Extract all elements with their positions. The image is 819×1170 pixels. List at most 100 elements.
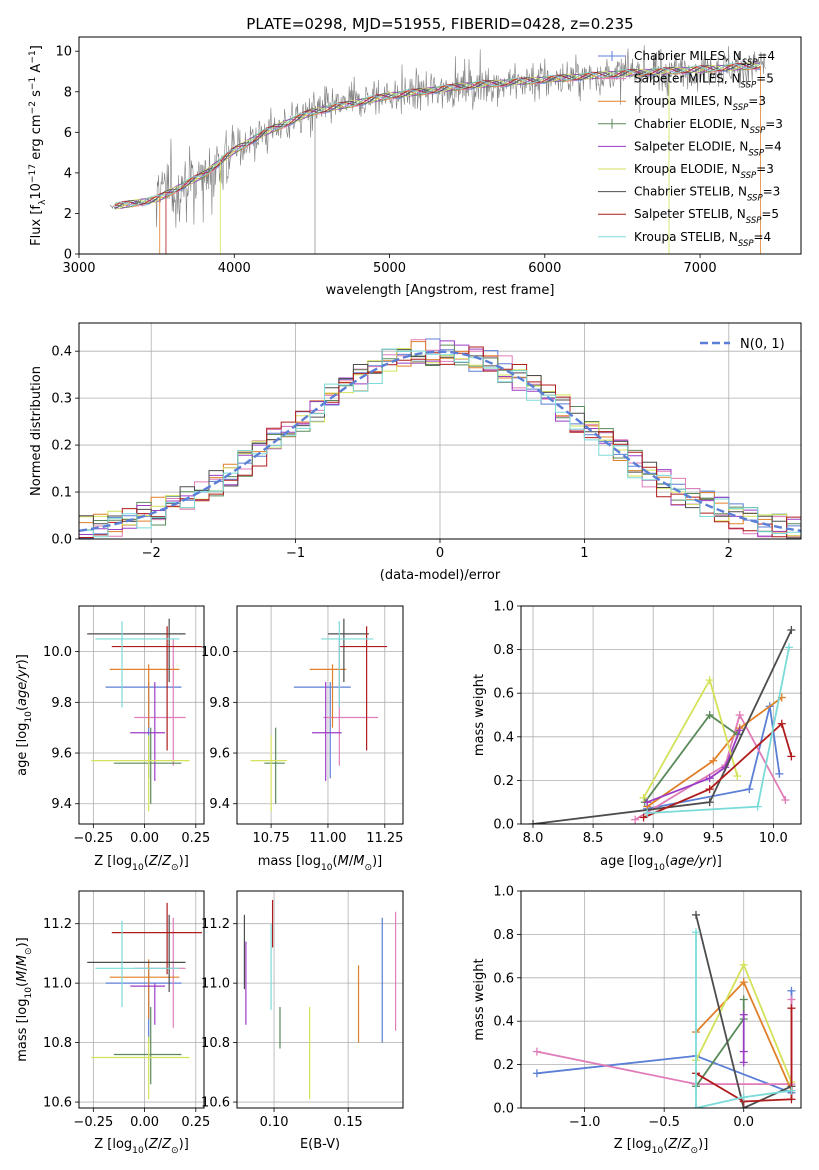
x-tick-label: 0.15: [334, 1115, 363, 1130]
weight-plot-area: [529, 625, 796, 824]
weight-frame: [520, 605, 802, 825]
weight-series-line: [647, 706, 781, 810]
y-tick-label: 0.6: [493, 971, 514, 986]
x-axis-label: wavelength [Angstrom, rest frame]: [326, 283, 555, 298]
spectrum-frame: [78, 36, 802, 255]
weight-series-line: [647, 647, 790, 814]
y-tick-label: 0.4: [51, 345, 72, 360]
y-tick-label: 0: [64, 248, 72, 263]
y-tick-label: 10.0: [43, 645, 72, 660]
y-tick-label: 11.2: [43, 917, 72, 932]
y-tick-label: 10.6: [201, 1096, 230, 1111]
legend-label: Kroupa STELIB, NSSP=4: [634, 230, 771, 249]
legend-label: Salpeter MILES, NSSP=5: [634, 72, 774, 91]
x-axis-label: Z [log10(Z/Z⊙)]: [614, 1137, 709, 1156]
model-spectrum-line: [114, 64, 761, 210]
errorbar-plot-area: [87, 618, 202, 812]
legend-label: Salpeter STELIB, NSSP=5: [634, 207, 779, 226]
x-axis-label: Z [log10(Z/Z⊙)]: [94, 1137, 189, 1156]
y-axis-label: age [log10(age/yr)]: [15, 654, 34, 776]
errorbar-plot-area: [250, 618, 388, 812]
y-tick-label: 0.2: [493, 1058, 514, 1073]
x-tick-label: 4000: [218, 261, 251, 276]
legend-label: Kroupa MILES, NSSP=3: [634, 94, 766, 113]
y-tick-label: 10.0: [201, 645, 230, 660]
y-tick-label: 11.0: [201, 977, 230, 992]
y-tick-label: 1.0: [493, 885, 514, 900]
x-tick-label: 10.75: [253, 831, 290, 846]
y-tick-label: 0.4: [493, 730, 514, 745]
y-tick-label: 0.4: [493, 1015, 514, 1030]
x-tick-label: 0.00: [130, 1115, 159, 1130]
y-tick-label: 4: [64, 166, 72, 181]
x-axis-label: age [log10(age/yr)]: [600, 854, 722, 873]
weight-series-line: [695, 1008, 793, 1103]
y-tick-label: 0.0: [493, 1102, 514, 1117]
errorbar-frame: [236, 890, 404, 1109]
x-tick-label: −0.25: [73, 831, 113, 846]
y-tick-label: 0.8: [493, 928, 514, 943]
y-tick-label: 11.0: [43, 977, 72, 992]
y-tick-label: 0.2: [493, 774, 514, 789]
x-tick-label: 6000: [528, 261, 561, 276]
x-tick-label: 7000: [684, 261, 717, 276]
weight-series-line: [646, 729, 741, 804]
legend-label: Chabrier MILES, NSSP=4: [634, 49, 775, 68]
x-axis-label: E(B-V): [300, 1137, 340, 1152]
y-tick-label: 9.4: [51, 797, 72, 812]
y-tick-label: 6: [64, 126, 72, 141]
x-tick-label: 0.10: [260, 1115, 289, 1130]
y-tick-label: 9.8: [209, 696, 230, 711]
legend-label: N(0, 1): [740, 337, 785, 352]
weight-series-line: [643, 722, 793, 819]
histogram-frame: [78, 322, 802, 540]
y-tick-label: 0.1: [51, 486, 72, 501]
y-tick-label: 10: [55, 45, 72, 60]
y-tick-label: 10.8: [201, 1036, 230, 1051]
y-tick-label: 9.8: [51, 696, 72, 711]
legend-label: Kroupa ELODIE, NSSP=3: [634, 162, 774, 181]
x-axis-label: Z [log10(Z/Z⊙)]: [94, 854, 189, 873]
y-tick-label: 10.6: [43, 1096, 72, 1111]
y-tick-label: 0.2: [51, 439, 72, 454]
x-tick-label: 0.25: [181, 831, 210, 846]
histogram-plot-area: [79, 338, 801, 539]
y-tick-label: 0.0: [493, 818, 514, 833]
x-tick-label: −2: [142, 546, 161, 561]
x-tick-label: 5000: [373, 261, 406, 276]
model-spectrum-line: [114, 63, 761, 207]
y-axis-label: Normed distribution: [29, 366, 44, 496]
errorbar-plot-area: [243, 899, 397, 1100]
spectrum-plot-area: [109, 45, 766, 254]
y-tick-label: 9.6: [209, 747, 230, 762]
x-tick-label: 11.00: [309, 831, 346, 846]
y-axis-label: Flux [fλ10−17 erg cm−2 s−1 A−1]: [28, 45, 48, 246]
y-tick-label: 8: [64, 85, 72, 100]
x-tick-label: 0.00: [130, 831, 159, 846]
x-tick-label: 11.25: [366, 831, 403, 846]
x-tick-label: 3000: [62, 261, 95, 276]
y-tick-label: 9.4: [209, 797, 230, 812]
y-tick-label: 0.0: [51, 533, 72, 548]
y-tick-label: 10.8: [43, 1036, 72, 1051]
errorbar-frame: [236, 605, 404, 825]
x-tick-label: 1: [580, 546, 588, 561]
errorbar-plot-area: [87, 902, 202, 1100]
legend-label: Salpeter ELODIE, NSSP=4: [634, 139, 782, 158]
errorbar-frame: [78, 605, 205, 825]
observed-spectrum-line: [109, 45, 766, 228]
x-tick-label: 0.0: [733, 1115, 754, 1130]
model-spectrum-line: [114, 63, 761, 206]
weight-series-line: [646, 696, 783, 808]
x-tick-label: 0: [436, 546, 444, 561]
weight-series-line: [532, 629, 793, 824]
x-tick-label: 0.25: [181, 1115, 210, 1130]
y-tick-label: 9.6: [51, 747, 72, 762]
x-tick-label: 9.0: [643, 831, 664, 846]
weight-frame: [520, 890, 802, 1109]
errorbar-frame: [78, 890, 205, 1109]
y-tick-label: 11.2: [201, 917, 230, 932]
y-axis-label: mass weight: [472, 958, 487, 1040]
model-spectrum-line: [114, 62, 761, 209]
